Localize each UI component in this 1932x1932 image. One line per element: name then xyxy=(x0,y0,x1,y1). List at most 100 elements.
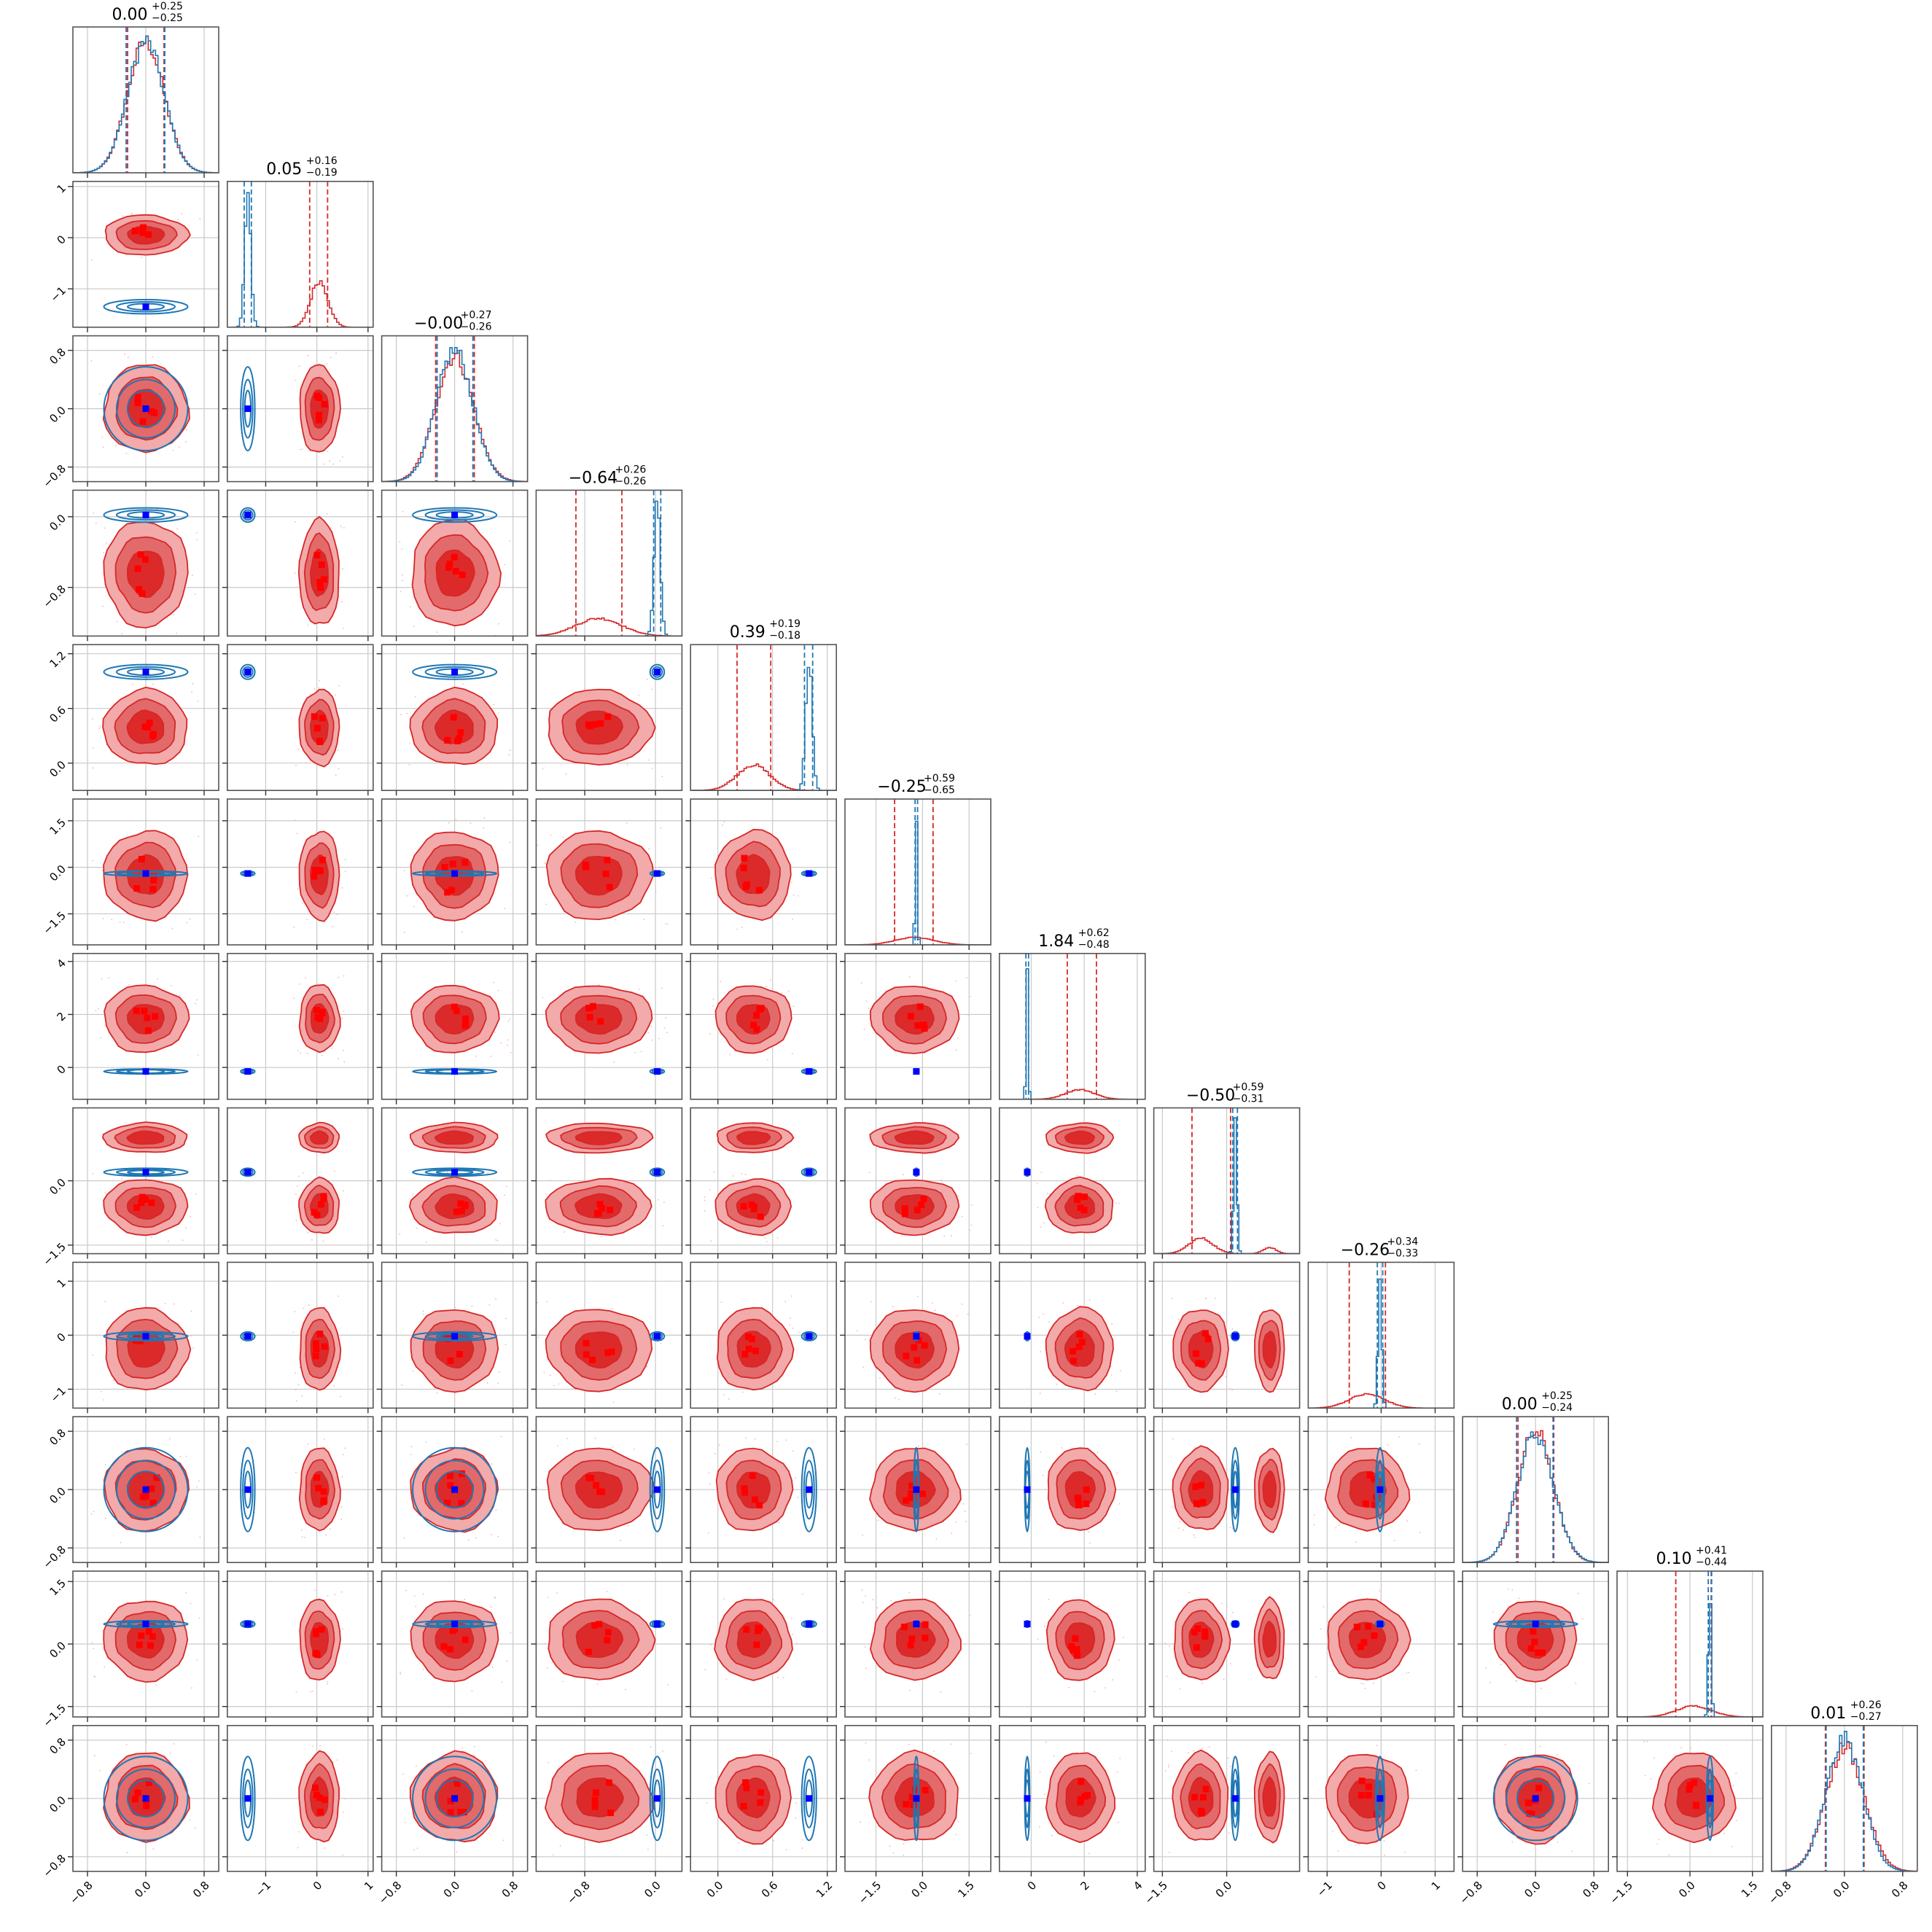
sample-point xyxy=(720,981,722,983)
gridlines xyxy=(381,953,528,1099)
red-point-marker xyxy=(593,1481,600,1489)
red-point-marker xyxy=(138,1199,145,1207)
blue-contour xyxy=(242,509,254,521)
red-point-marker xyxy=(1371,1476,1378,1483)
sample-point xyxy=(473,1755,475,1756)
sample-point xyxy=(490,1606,492,1608)
red-point-marker xyxy=(1083,1486,1090,1493)
histogram-panel-3 xyxy=(536,490,682,636)
red-point-marker xyxy=(139,418,147,425)
sample-point xyxy=(116,620,118,623)
sample-point xyxy=(1418,1444,1420,1445)
red-point-marker xyxy=(150,876,157,884)
sample-point xyxy=(337,749,339,752)
sample-point xyxy=(101,978,103,980)
sample-point xyxy=(544,862,546,865)
sample-point xyxy=(338,1058,340,1060)
tick-marks xyxy=(1303,1581,1436,1722)
red-point-marker xyxy=(451,1626,459,1633)
sample-point xyxy=(308,1304,310,1306)
sample-point xyxy=(166,618,168,620)
tick-marks xyxy=(222,1740,369,1877)
tick-marks xyxy=(840,1581,970,1722)
sample-point xyxy=(340,1506,343,1508)
sample-point xyxy=(400,1671,401,1673)
sample-point xyxy=(1164,1643,1166,1644)
red-point-marker xyxy=(1199,1499,1207,1506)
tick-marks xyxy=(68,1740,205,1877)
sample-point xyxy=(957,1820,959,1823)
sample-point xyxy=(473,1745,475,1748)
sample-point xyxy=(1040,1451,1042,1453)
sample-point xyxy=(868,1008,870,1010)
sample-point xyxy=(655,892,657,893)
sample-point xyxy=(1088,1542,1091,1544)
y-tick-label: −1 xyxy=(48,1384,69,1405)
red-point-marker xyxy=(1068,1643,1075,1650)
sample-point xyxy=(308,1444,309,1446)
red-point-marker xyxy=(443,1499,451,1506)
y-tick-label: 0.0 xyxy=(47,1176,69,1198)
sample-point xyxy=(1232,1611,1234,1613)
tick-marks xyxy=(531,961,656,1105)
red-point-marker xyxy=(605,1779,612,1786)
y-tick-label: −0.8 xyxy=(41,1543,69,1570)
sample-point xyxy=(307,1231,308,1234)
sample-point xyxy=(1363,1683,1365,1685)
sample-point xyxy=(1320,1628,1322,1630)
red-point-marker xyxy=(134,565,141,572)
tick-marks xyxy=(68,516,205,642)
sample-point xyxy=(647,759,650,761)
scatter-panel-8-6 xyxy=(999,1262,1145,1409)
sample-point xyxy=(1098,1605,1099,1607)
sample-point xyxy=(98,728,101,729)
sample-point xyxy=(626,822,628,824)
sample-point xyxy=(403,1537,405,1539)
sample-point xyxy=(542,997,544,999)
y-tick-label: 0.0 xyxy=(47,862,69,884)
blue-contour xyxy=(1492,1619,1578,1629)
red-point-marker xyxy=(1365,1791,1372,1799)
sample-point xyxy=(1507,1588,1509,1590)
red-point-marker xyxy=(313,725,321,732)
sample-point xyxy=(537,844,539,846)
sample-point xyxy=(336,1759,338,1761)
blue-point-marker xyxy=(244,511,252,518)
sample-point xyxy=(969,1229,971,1231)
scatter-panel-6-1 xyxy=(227,953,373,1099)
red-histogram xyxy=(536,617,682,636)
sample-point xyxy=(648,848,650,850)
sample-point xyxy=(102,446,104,448)
y-tick-label: 0.8 xyxy=(47,346,69,367)
gridlines xyxy=(87,27,205,173)
red-point-marker xyxy=(583,1339,590,1347)
sample-point xyxy=(415,1605,417,1608)
sample-point xyxy=(102,918,104,919)
sample-point xyxy=(655,1783,658,1785)
sample-point xyxy=(935,1538,938,1540)
sample-point xyxy=(1376,1745,1378,1746)
sample-point xyxy=(1406,1520,1409,1522)
title-median: 0.39 xyxy=(730,623,766,642)
sample-point xyxy=(295,1193,297,1195)
sample-point xyxy=(966,1444,968,1446)
sample-point xyxy=(185,429,187,431)
sample-point xyxy=(99,1769,101,1772)
red-point-marker xyxy=(903,1352,910,1360)
blue-point-marker xyxy=(913,1169,920,1176)
blue-contour xyxy=(242,1768,254,1828)
sample-point xyxy=(967,1014,970,1016)
title-upper-error: +0.34 xyxy=(1387,1236,1418,1247)
sample-point xyxy=(1043,1222,1045,1224)
sample-point xyxy=(634,1051,636,1053)
blue-contour xyxy=(649,1756,666,1842)
y-tick-label: 1.2 xyxy=(47,649,69,671)
sample-point xyxy=(584,1846,586,1848)
sample-point xyxy=(103,1399,105,1401)
gridlines xyxy=(73,335,219,482)
red-contour xyxy=(575,710,624,745)
sample-point xyxy=(1323,1606,1325,1608)
x-tick-label: 0.0 xyxy=(704,1879,726,1901)
sample-point xyxy=(1504,1743,1506,1745)
sample-point xyxy=(728,1398,730,1400)
